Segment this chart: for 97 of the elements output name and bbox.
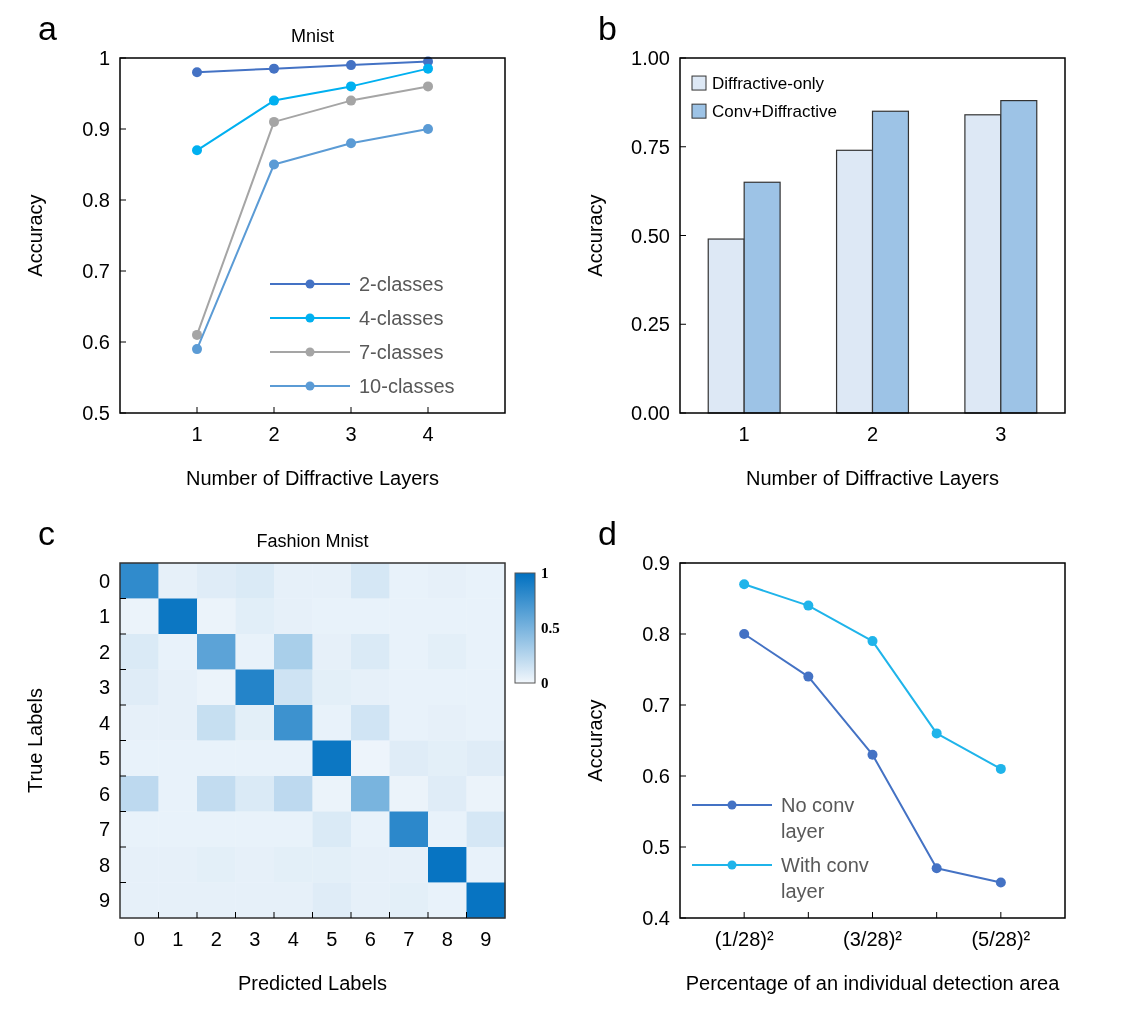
x-tick-label: 8 (441, 928, 453, 950)
y-tick-label: 9 (98, 889, 110, 912)
y-tick-label: 2 (98, 640, 110, 663)
point (269, 95, 279, 106)
y-tick-label: 0.7 (82, 260, 110, 282)
y-tick-label: 0.7 (642, 694, 670, 716)
x-axis-title: Number of Diffractive Layers (185, 467, 440, 489)
y-tick-label: 0.25 (631, 313, 670, 336)
color-bar-label: 1 (541, 565, 549, 582)
text: c (38, 514, 55, 552)
x-tick-label: 3 (345, 423, 357, 445)
point (269, 63, 279, 74)
legend-label: 2-classes (359, 273, 444, 295)
y-tick-label: 0.4 (642, 907, 670, 929)
y-tick-label: 4 (98, 711, 110, 734)
color-bar-label: 0.5 (541, 620, 560, 637)
x-tick-label: 6 (364, 928, 376, 950)
y-tick-label: 6 (98, 782, 110, 805)
y-tick-label: 1.00 (631, 47, 670, 69)
point (995, 763, 1006, 774)
legend-label: 10-classes (359, 375, 455, 397)
y-tick-label: 8 (98, 853, 110, 876)
legend-label: 7-classes (359, 341, 444, 363)
point (192, 145, 202, 156)
x-axis-title: Number of Diffractive Layers (745, 467, 1000, 489)
y-tick-label: 5 (98, 747, 110, 770)
x-tick-label: 1 (172, 928, 184, 950)
x-tick-label: 2 (210, 928, 222, 950)
point (423, 81, 433, 92)
chart-title: Mnist (290, 26, 335, 46)
point (995, 877, 1006, 888)
text: d (598, 514, 617, 552)
text: b (598, 9, 617, 47)
y-tick-label: 0.9 (82, 118, 110, 140)
point (346, 60, 356, 71)
x-tick-label: 3 (249, 928, 261, 950)
y-tick-label: 3 (98, 676, 110, 699)
x-tick-label: 1 (738, 423, 750, 445)
point (269, 116, 279, 127)
chart-title: Fashion Mnist (256, 531, 369, 551)
y-tick-label: 0.5 (82, 402, 110, 424)
x-tick-label: 3 (995, 423, 1007, 445)
point (346, 95, 356, 106)
legend-label: Diffractive-only (712, 74, 825, 93)
point (346, 81, 356, 92)
y-axis-title: Accuracy (584, 699, 606, 782)
y-tick-label: 0.6 (642, 765, 670, 787)
point (192, 329, 202, 340)
point (739, 629, 750, 639)
legend-label: 4-classes (359, 307, 444, 329)
point (269, 159, 279, 170)
x-axis-title: Predicted Labels (238, 972, 387, 994)
point (803, 600, 814, 611)
x-tick-label: 9 (480, 928, 492, 950)
point (192, 67, 202, 78)
y-tick-label: 1 (98, 605, 110, 628)
x-tick-label: 5 (326, 928, 338, 950)
y-tick-label: 7 (98, 818, 110, 841)
y-tick-label: 1 (98, 47, 110, 69)
point (423, 124, 433, 134)
point (423, 63, 433, 74)
y-axis-title: Accuracy (584, 194, 606, 277)
color-bar-label: 0 (541, 675, 549, 692)
y-tick-label: 0 (98, 569, 110, 592)
legend-label: No conv layer (781, 794, 855, 842)
y-axis-title: True Labels (24, 688, 46, 793)
x-tick-label: 7 (403, 928, 415, 950)
x-tick-label: (1/28)² (714, 928, 774, 950)
x-tick-label: 0 (133, 928, 145, 950)
x-tick-label: 4 (287, 928, 299, 950)
y-tick-label: 0.75 (631, 135, 670, 158)
point (931, 863, 942, 874)
y-tick-label: 0.9 (642, 552, 670, 574)
x-tick-label: (5/28)² (971, 928, 1031, 950)
y-axis-title: Accuracy (24, 194, 46, 277)
point (192, 344, 202, 355)
point (867, 749, 878, 760)
legend-label: With conv layer (781, 854, 869, 902)
point (931, 728, 942, 739)
x-axis-title: Percentage of an individual detection area (685, 972, 1061, 994)
x-tick-label: 4 (422, 423, 434, 445)
point (346, 138, 356, 149)
y-tick-label: 0.8 (642, 623, 670, 645)
legend-label: Conv+Diffractive (712, 102, 837, 122)
x-tick-label: 2 (866, 423, 879, 445)
x-tick-label: 1 (191, 423, 203, 445)
x-tick-label: 2 (268, 423, 280, 445)
y-tick-label: 0.6 (82, 331, 110, 353)
text: a (38, 9, 57, 47)
point (739, 579, 750, 590)
x-tick-label: (3/28)² (843, 928, 903, 950)
y-tick-label: 0.8 (82, 189, 110, 211)
point (803, 671, 814, 682)
y-tick-label: 0.00 (631, 402, 670, 424)
y-tick-label: 0.5 (642, 836, 670, 858)
point (867, 636, 878, 647)
y-tick-label: 0.50 (631, 224, 670, 247)
